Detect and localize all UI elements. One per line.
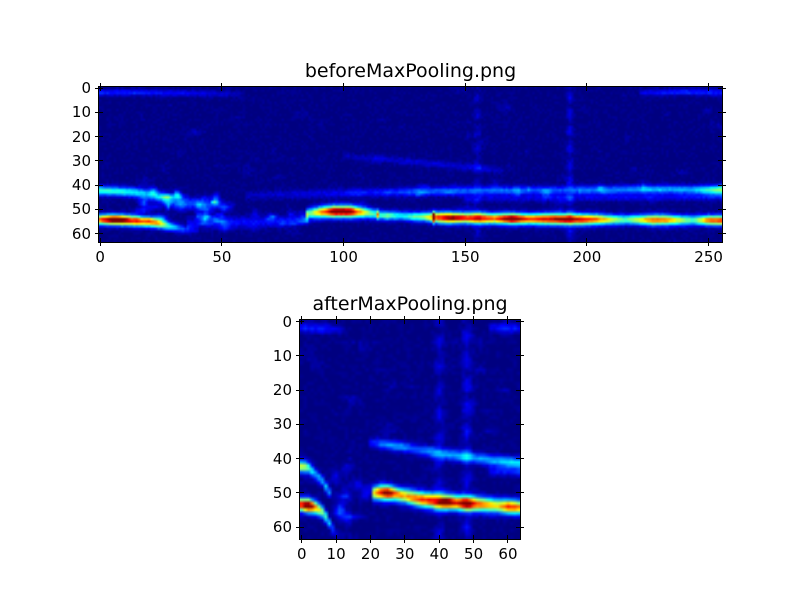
- x-tick-mark: [473, 535, 475, 543]
- y-tick-mark: [95, 160, 103, 162]
- x-tick-mark: [507, 535, 509, 543]
- y-tick-mark: [95, 233, 103, 235]
- y-tick-label: 20: [272, 381, 292, 400]
- y-tick-mark: [718, 184, 726, 186]
- y-tick-mark: [95, 208, 103, 210]
- x-tick-label: 10: [326, 545, 346, 563]
- x-tick-label: 200: [572, 248, 602, 266]
- x-tick-label: 20: [360, 545, 381, 563]
- y-tick-label: 40: [272, 449, 292, 468]
- x-tick-label: 250: [694, 248, 723, 266]
- y-tick-mark: [296, 458, 304, 460]
- after-maxpooling-axes: afterMaxPooling.png 0 10 20 30 40 50 60 0 10 20 30…: [273, 293, 524, 563]
- y-tick-mark: [516, 321, 524, 323]
- y-tick-label: 60: [272, 518, 292, 537]
- x-tick-label: 30: [395, 545, 415, 563]
- y-tick-mark: [296, 492, 304, 494]
- y-tick-mark: [296, 321, 304, 323]
- x-tick-mark: [301, 535, 303, 543]
- y-tick-mark: [95, 136, 103, 138]
- x-tick-mark: [708, 238, 710, 246]
- y-tick-mark: [516, 355, 524, 357]
- x-tick-mark: [404, 535, 406, 543]
- x-tick-mark: [473, 316, 475, 324]
- x-tick-mark: [464, 83, 466, 91]
- y-tick-label: 0: [81, 79, 91, 98]
- y-tick-label: 50: [272, 483, 292, 502]
- x-tick-mark: [586, 83, 588, 91]
- x-tick-mark: [335, 535, 337, 543]
- y-tick-mark: [95, 87, 103, 89]
- x-tick-mark: [438, 535, 440, 543]
- x-tick-mark: [369, 316, 371, 324]
- x-tick-mark: [586, 238, 588, 246]
- x-tick-label: 0: [296, 545, 307, 563]
- x-tick-label: 0: [95, 248, 105, 266]
- y-tick-mark: [516, 458, 524, 460]
- y-tick-mark: [718, 111, 726, 113]
- x-tick-label: 50: [464, 545, 484, 563]
- x-tick-mark: [221, 83, 223, 91]
- y-tick-label: 10: [71, 103, 91, 122]
- y-tick-label: 50: [71, 200, 91, 219]
- y-tick-mark: [296, 423, 304, 425]
- y-tick-label: 30: [71, 151, 91, 170]
- y-tick-mark: [718, 160, 726, 162]
- y-tick-label: 20: [71, 127, 91, 146]
- after-maxpooling-title: afterMaxPooling.png: [312, 293, 508, 315]
- y-tick-label: 0: [282, 312, 292, 331]
- before-maxpooling-heatmap-image: [99, 87, 722, 242]
- x-tick-label: 150: [450, 248, 480, 266]
- x-tick-mark: [343, 83, 345, 91]
- y-tick-label: 60: [71, 224, 91, 243]
- after-maxpooling-heatmap-image: [300, 320, 520, 539]
- y-tick-label: 40: [71, 176, 91, 195]
- x-tick-label: 40: [429, 545, 449, 563]
- y-tick-mark: [718, 208, 726, 210]
- y-tick-mark: [516, 389, 524, 391]
- x-tick-mark: [221, 238, 223, 246]
- x-tick-mark: [464, 238, 466, 246]
- y-tick-label: 30: [272, 415, 292, 434]
- x-tick-mark: [99, 238, 101, 246]
- y-tick-mark: [95, 111, 103, 113]
- y-tick-mark: [718, 136, 726, 138]
- x-tick-mark: [343, 238, 345, 246]
- before-maxpooling-title: beforeMaxPooling.png: [304, 60, 517, 82]
- y-tick-mark: [296, 355, 304, 357]
- x-tick-mark: [708, 83, 710, 91]
- y-tick-label: 10: [272, 346, 292, 365]
- y-tick-mark: [296, 526, 304, 528]
- x-tick-mark: [301, 316, 303, 324]
- x-tick-mark: [99, 83, 101, 91]
- x-tick-label: 100: [329, 248, 358, 266]
- x-tick-mark: [335, 316, 337, 324]
- x-tick-mark: [369, 535, 371, 543]
- y-tick-mark: [95, 184, 103, 186]
- y-tick-mark: [516, 492, 524, 494]
- x-tick-mark: [438, 316, 440, 324]
- x-tick-mark: [507, 316, 509, 324]
- y-tick-mark: [718, 233, 726, 235]
- y-tick-mark: [718, 87, 726, 89]
- before-maxpooling-axes: beforeMaxPooling.png 0 50 100 150 200 250 0 10 2…: [72, 60, 726, 266]
- x-tick-label: 60: [498, 545, 518, 563]
- y-tick-mark: [296, 389, 304, 391]
- y-tick-mark: [516, 423, 524, 425]
- y-tick-mark: [516, 526, 524, 528]
- x-tick-mark: [404, 316, 406, 324]
- x-tick-label: 50: [212, 248, 232, 266]
